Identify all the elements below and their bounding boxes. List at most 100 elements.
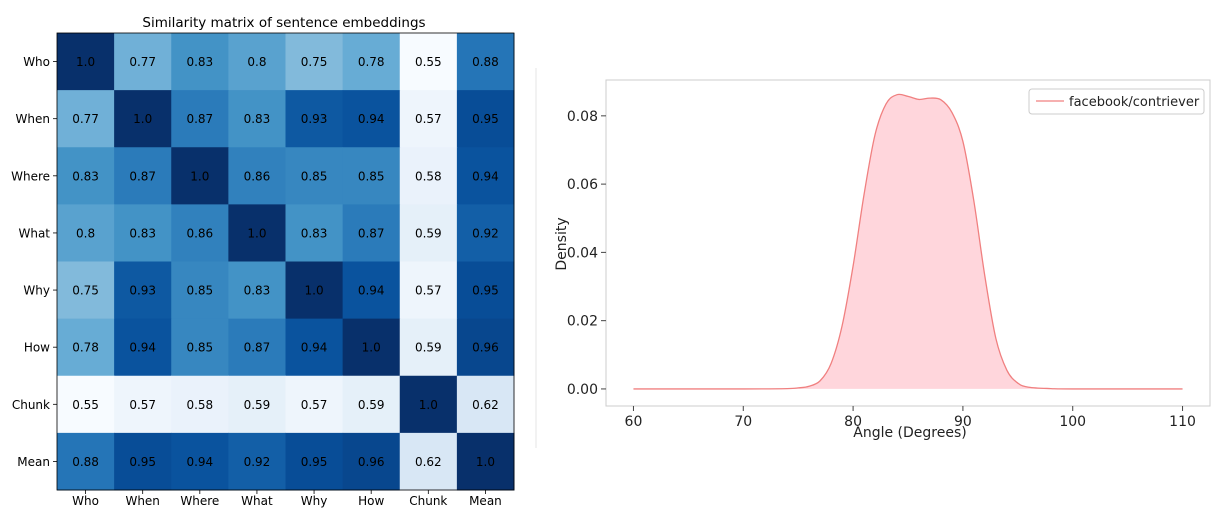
density-line: [633, 93, 1183, 390]
heatmap-cell-when-when: [114, 90, 172, 148]
heatmap-cell-when-how: [342, 90, 401, 148]
heatmap-cell-value: 1.0: [133, 112, 152, 126]
heatmap-cell-value: 0.59: [415, 341, 442, 355]
heatmap-cell-mean-chunk: [399, 432, 458, 491]
heatmap-cell-value: 0.94: [301, 341, 328, 355]
density-y-tick-label: 0.02: [567, 314, 598, 330]
heatmap-cell-value: 0.94: [186, 455, 213, 469]
heatmap-cell-value: 0.83: [186, 55, 213, 69]
heatmap-cell-who-chunk: [399, 33, 458, 91]
heatmap-cell-what-what: [228, 204, 286, 262]
heatmap-cell-value: 0.59: [244, 398, 271, 412]
heatmap-frame: [56, 32, 515, 491]
heatmap-y-tick-label: Who: [23, 55, 50, 69]
heatmap-cell-mean-who: [57, 432, 115, 491]
heatmap-cell-value: 0.58: [186, 398, 213, 412]
heatmap-cell-value: 0.8: [247, 55, 266, 69]
heatmap-cell-value: 0.59: [415, 226, 442, 240]
heatmap-cell-why-when: [114, 261, 172, 320]
heatmap-cell-chunk-why: [285, 375, 344, 434]
heatmap-cell-value: 0.94: [129, 341, 156, 355]
heatmap-cell-why-how: [342, 261, 401, 320]
density-x-tick-label: 80: [844, 414, 862, 430]
heatmap-cell-where-when: [114, 147, 172, 205]
heatmap-cell-why-mean: [456, 261, 515, 320]
heatmap-cell-value: 0.96: [358, 455, 385, 469]
heatmap-cell-value: 0.85: [301, 169, 328, 183]
heatmap-cell-value: 0.92: [244, 455, 271, 469]
heatmap-cell-who-how: [342, 33, 401, 91]
heatmap-cell-value: 0.57: [129, 398, 156, 412]
heatmap-cell-where-what: [228, 147, 286, 205]
heatmap-cell-value: 0.88: [472, 55, 499, 69]
heatmap-cell-value: 0.78: [72, 341, 99, 355]
heatmap-cell-how-chunk: [399, 318, 458, 377]
heatmap-cell-what-when: [114, 204, 172, 262]
heatmap-cell-value: 0.55: [415, 55, 442, 69]
heatmap-cell-how-who: [57, 318, 115, 377]
heatmap-y-tick-label: Chunk: [12, 398, 50, 412]
density-x-tick-label: 90: [954, 414, 972, 430]
density-x-tick-label: 110: [1169, 414, 1196, 430]
heatmap-cell-how-why: [285, 318, 344, 377]
density-y-tick-label: 0.00: [567, 382, 598, 398]
heatmap-cell-value: 0.93: [129, 284, 156, 298]
heatmap-cell-chunk-when: [114, 375, 172, 434]
heatmap-cell-value: 0.87: [244, 341, 271, 355]
heatmap-cell-who-mean: [456, 33, 515, 91]
heatmap-y-tick-label: How: [24, 341, 50, 355]
density-y-axis-label: Density: [554, 217, 570, 270]
heatmap-cell-value: 0.83: [301, 226, 328, 240]
heatmap-cell-where-where: [171, 147, 229, 205]
legend-series-label: facebook/contriever: [1069, 95, 1200, 110]
heatmap-cell-value: 0.87: [129, 169, 156, 183]
heatmap-cell-value: 1.0: [476, 455, 495, 469]
heatmap-cell-value: 0.83: [72, 169, 99, 183]
heatmap-cell-value: 0.57: [415, 112, 442, 126]
heatmap-cell-mean-mean: [456, 432, 515, 491]
heatmap-cell-chunk-mean: [456, 375, 515, 434]
heatmap-cell-value: 0.59: [358, 398, 385, 412]
heatmap-x-tick-label: Chunk: [409, 494, 447, 508]
heatmap-cell-value: 0.87: [186, 112, 213, 126]
similarity-heatmap: Similarity matrix of sentence embeddings…: [11, 15, 515, 508]
heatmap-cell-where-chunk: [399, 147, 458, 205]
heatmap-y-ticks: Who When Where What Why How Chunk Mean: [11, 55, 57, 469]
heatmap-cell-how-when: [114, 318, 172, 377]
heatmap-cell-where-who: [57, 147, 115, 205]
density-plot-frame: [605, 79, 1211, 407]
heatmap-cell-mean-when: [114, 432, 172, 491]
heatmap-cell-why-who: [57, 261, 115, 320]
heatmap-cell-value: 0.75: [72, 284, 99, 298]
heatmap-x-tick-label: How: [358, 494, 384, 508]
heatmap-cell-what-where: [171, 204, 229, 262]
heatmap-cell-who-where: [171, 33, 229, 91]
heatmap-cell-value: 0.88: [72, 455, 99, 469]
heatmap-y-tick-label: Why: [23, 284, 50, 298]
heatmap-cell-why-chunk: [399, 261, 458, 320]
density-area-fill: [633, 94, 1183, 389]
heatmap-cells: [57, 33, 515, 491]
heatmap-cell-value: 0.55: [72, 398, 99, 412]
heatmap-cell-value: 1.0: [190, 169, 209, 183]
legend-box: [1028, 88, 1205, 115]
heatmap-cell-who-when: [114, 33, 172, 91]
heatmap-x-tick-label: Who: [72, 494, 99, 508]
heatmap-cell-value: 1.0: [362, 341, 381, 355]
heatmap-cell-value: 0.86: [244, 169, 271, 183]
heatmap-cell-how-where: [171, 318, 229, 377]
heatmap-cell-value: 0.85: [186, 341, 213, 355]
heatmap-cell-why-what: [228, 261, 286, 320]
heatmap-y-tick-label: When: [16, 112, 50, 126]
heatmap-cell-value: 0.62: [415, 455, 442, 469]
heatmap-cell-value: 0.96: [472, 341, 499, 355]
heatmap-cell-how-mean: [456, 318, 515, 377]
heatmap-cell-value: 0.58: [415, 169, 442, 183]
heatmap-cell-value: 0.77: [72, 112, 99, 126]
heatmap-cell-mean-where: [171, 432, 229, 491]
heatmap-cell-value: 0.57: [301, 398, 328, 412]
heatmap-cell-value: 0.94: [358, 112, 385, 126]
heatmap-cell-how-how: [342, 318, 401, 377]
